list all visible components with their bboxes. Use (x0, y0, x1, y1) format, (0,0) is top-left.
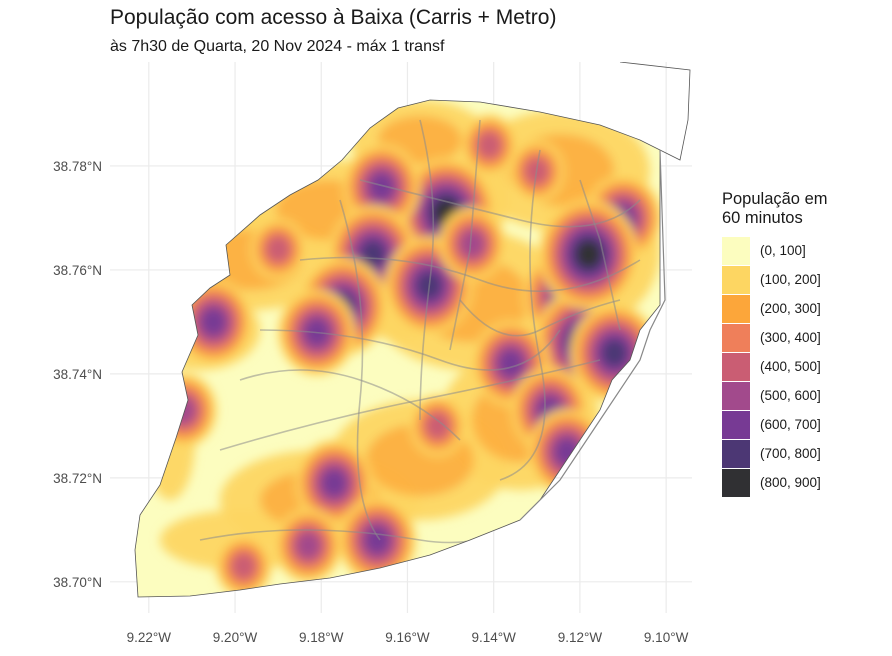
hotspot-band (266, 236, 290, 263)
hotspot-band (322, 470, 346, 497)
y-axis: 38.70°N 38.72°N 38.74°N 38.76°N 38.78°N (53, 159, 102, 590)
legend-swatch (722, 323, 750, 352)
legend-label: (600, 700] (760, 417, 821, 432)
hotspot-band (576, 241, 601, 268)
chart-subtitle: às 7h30 de Quarta, 20 Nov 2024 - máx 1 t… (110, 38, 445, 55)
x-tick-label: 9.20°W (213, 630, 258, 645)
chart-title: População com acesso à Baixa (Carris + M… (110, 6, 557, 29)
legend: População em 60 minutos (0, 100] (100, 20… (722, 190, 852, 497)
legend-label: (300, 400] (760, 330, 821, 345)
legend-label: (0, 100] (760, 243, 806, 258)
legend-title: População em 60 minutos (722, 190, 852, 228)
hotspot-band (171, 397, 195, 424)
legend-label: (100, 200] (760, 272, 821, 287)
hotspot-band (460, 230, 484, 257)
hotspot-band (602, 340, 627, 367)
map-area (134, 62, 691, 598)
hotspot-band (231, 553, 256, 580)
city-boundary (134, 99, 661, 598)
y-tick-label: 38.70°N (53, 575, 102, 590)
transit-line (459, 299, 621, 337)
legend-swatch (722, 468, 750, 497)
hotspot-band (166, 391, 201, 430)
legend-title-line2: 60 minutos (722, 209, 803, 227)
y-tick-label: 38.76°N (53, 263, 102, 278)
legend-item: (600, 700] (722, 410, 852, 439)
hotspot-band (477, 132, 502, 159)
transit-line (259, 329, 561, 371)
legend-item: (100, 200] (722, 265, 852, 294)
hotspot-band (425, 412, 450, 439)
transit-line (579, 179, 621, 331)
x-tick-label: 9.16°W (385, 630, 430, 645)
legend-swatch (722, 439, 750, 468)
hotspot-band (555, 438, 579, 465)
hotspot-band (361, 241, 385, 268)
x-tick-label: 9.12°W (558, 630, 603, 645)
hotspot-band (201, 308, 226, 335)
x-tick-label: 9.14°W (471, 630, 516, 645)
legend-label: (400, 500] (760, 359, 821, 374)
legend-items: (0, 100] (100, 200] (200, 300] (300, 400] (4… (722, 236, 852, 497)
x-tick-label: 9.10°W (644, 630, 689, 645)
hotspot-band (296, 532, 321, 559)
outer-boundary (619, 62, 691, 161)
x-axis: 9.22°W 9.20°W 9.18°W 9.16°W 9.14°W 9.12°W 9.10… (127, 630, 689, 645)
legend-swatch (722, 352, 750, 381)
y-tick-label: 38.74°N (53, 367, 102, 382)
hotspot-band (365, 527, 389, 554)
legend-label: (200, 300] (760, 301, 821, 316)
legend-swatch (722, 236, 750, 265)
legend-item: (400, 500] (722, 352, 852, 381)
legend-title-line1: População em (722, 190, 828, 208)
riverside-rail (519, 149, 666, 521)
legend-label: (700, 800] (760, 446, 821, 461)
y-tick-label: 38.78°N (53, 159, 102, 174)
transit-line (239, 369, 461, 441)
legend-item: (500, 600] (722, 381, 852, 410)
transit-line (449, 119, 481, 351)
legend-label: (800, 900] (760, 475, 821, 490)
legend-item: (800, 900] (722, 468, 852, 497)
transit-line (359, 179, 641, 228)
transit-line (499, 149, 546, 481)
transit-line (339, 199, 381, 541)
hotspot-band (369, 173, 394, 200)
x-tick-label: 9.22°W (127, 630, 172, 645)
legend-item: (700, 800] (722, 439, 852, 468)
legend-label: (500, 600] (760, 388, 821, 403)
legend-swatch (722, 294, 750, 323)
transit-network (199, 119, 641, 544)
x-tick-label: 9.18°W (299, 630, 344, 645)
legend-item: (0, 100] (722, 236, 852, 265)
legend-item: (200, 300] (722, 294, 852, 323)
transit-line (419, 119, 435, 421)
transit-line (299, 256, 641, 293)
legend-item: (300, 400] (722, 323, 852, 352)
legend-swatch (722, 381, 750, 410)
legend-swatch (722, 265, 750, 294)
y-tick-label: 38.72°N (53, 471, 102, 486)
hotspot-band (499, 350, 523, 377)
legend-swatch (722, 410, 750, 439)
